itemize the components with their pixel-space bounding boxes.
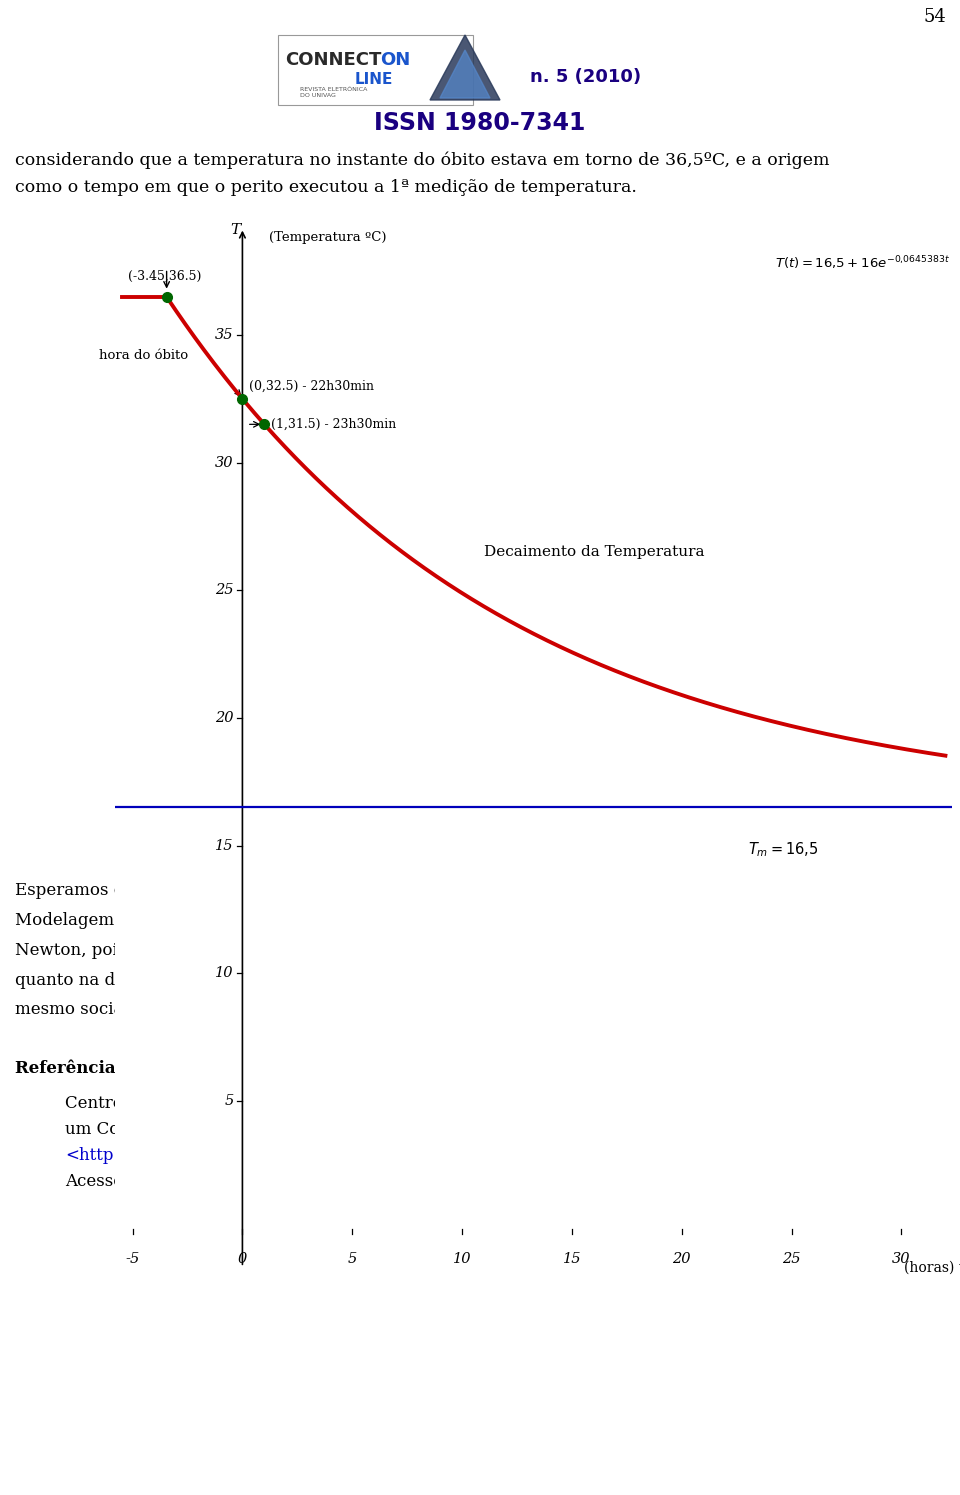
Text: como o tempo em que o perito executou a 1ª medição de temperatura.: como o tempo em que o perito executou a … (15, 178, 636, 196)
Text: 15: 15 (563, 1251, 581, 1266)
Text: (0,32.5) - 22h30min: (0,32.5) - 22h30min (249, 380, 374, 393)
Polygon shape (440, 49, 490, 99)
Text: <http://www2.pelotas.ifsul.edu.br/denise/caloretemperatura/resfriamento.pdf>.: <http://www2.pelotas.ifsul.edu.br/denise… (65, 1147, 741, 1163)
Text: (Temperatura ºC): (Temperatura ºC) (269, 232, 386, 244)
Text: $T_m = 16{,}5$: $T_m = 16{,}5$ (748, 840, 818, 860)
Text: $\mathit{T(t)=16{,}5+16e^{-0{,}0645383t}}$: $\mathit{T(t)=16{,}5+16e^{-0{,}0645383t}… (775, 254, 949, 272)
Text: 20: 20 (215, 712, 233, 725)
Text: n. 5 (2010): n. 5 (2010) (530, 67, 641, 87)
Text: 30: 30 (215, 456, 233, 469)
Text: (horas) t: (horas) t (903, 1260, 960, 1274)
Text: um Corpo. Disponível em:: um Corpo. Disponível em: (65, 1120, 283, 1138)
Text: quanto na determinação do funcionamento de sistemas físicos, biológicos, econômi: quanto na determinação do funcionamento … (15, 972, 792, 988)
Text: Decaimento da Temperatura: Decaimento da Temperatura (484, 546, 705, 559)
Text: 35: 35 (215, 327, 233, 342)
Text: 30: 30 (892, 1251, 911, 1266)
Text: hora do óbito: hora do óbito (99, 348, 188, 362)
Text: (-3.45,36.5): (-3.45,36.5) (129, 269, 202, 283)
Text: 0: 0 (238, 1251, 247, 1266)
Text: Esperamos que este artigo tenha contribuído para evidenciar a importância do est: Esperamos que este artigo tenha contribu… (15, 881, 768, 898)
Text: CONNECT: CONNECT (285, 51, 381, 69)
Text: 5: 5 (348, 1251, 357, 1266)
Text: T: T (230, 223, 240, 238)
Text: 54: 54 (924, 7, 947, 25)
Text: LINE: LINE (355, 72, 394, 88)
Text: Centro Federal de Educação Tecnológica de Pelotas – CEFET-RS. Resfriamento de: Centro Federal de Educação Tecnológica d… (65, 1094, 757, 1112)
FancyBboxPatch shape (278, 34, 473, 105)
Text: mesmo sociais.: mesmo sociais. (15, 1002, 142, 1018)
Text: ON: ON (380, 51, 410, 69)
Text: 25: 25 (215, 583, 233, 598)
Text: considerando que a temperatura no instante do óbito estava em torno de 36,5ºC, e: considerando que a temperatura no instan… (15, 151, 829, 169)
Text: Acesso em: 13/09/2009: Acesso em: 13/09/2009 (65, 1172, 261, 1190)
Text: -5: -5 (126, 1251, 140, 1266)
Text: ISSN 1980-7341: ISSN 1980-7341 (374, 111, 586, 135)
Text: 10: 10 (453, 1251, 471, 1266)
Text: Referências Bibliográficas: Referências Bibliográficas (15, 1060, 262, 1076)
Text: (1,31.5) - 23h30min: (1,31.5) - 23h30min (271, 417, 396, 431)
Text: Newton, pois, todas tem grande aplicabilidade na prática, auxiliando tanto na co: Newton, pois, todas tem grande aplicabil… (15, 942, 789, 958)
Text: 15: 15 (215, 839, 233, 852)
Polygon shape (430, 34, 500, 100)
Text: 10: 10 (215, 966, 233, 981)
Text: 5: 5 (225, 1094, 233, 1108)
Text: 20: 20 (673, 1251, 691, 1266)
Text: 25: 25 (782, 1251, 801, 1266)
Text: Modelagem Matemática de Equações Diferenciais e da Lei de Variação de Temperatur: Modelagem Matemática de Equações Diferen… (15, 912, 780, 928)
Text: REVISTA ELETRÔNICA
DO UNIVAG: REVISTA ELETRÔNICA DO UNIVAG (300, 87, 368, 99)
